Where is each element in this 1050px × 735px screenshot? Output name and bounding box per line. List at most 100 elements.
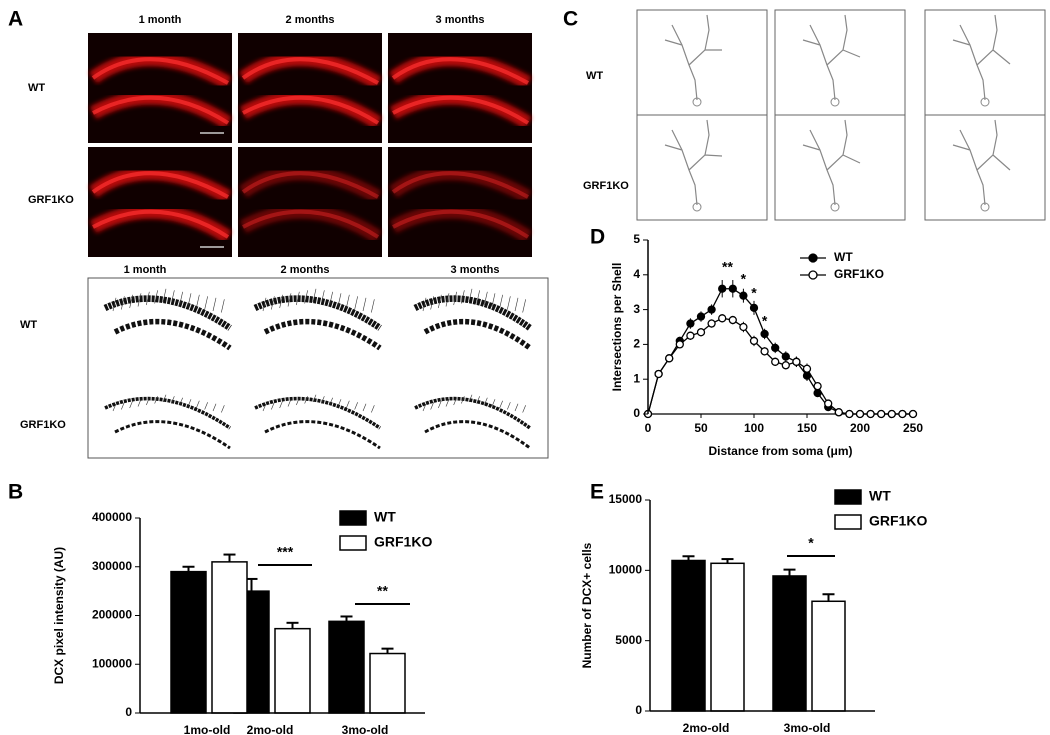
bar	[211, 561, 248, 714]
marker	[728, 284, 737, 293]
marker	[792, 357, 801, 366]
column-label: 3 months	[451, 264, 500, 276]
soma	[980, 202, 990, 212]
marker	[654, 369, 663, 379]
y-tick-label: 4	[633, 267, 640, 281]
annotation: *	[762, 312, 768, 328]
dendrite	[187, 293, 192, 307]
bar	[671, 559, 706, 712]
dendrite	[491, 399, 496, 407]
soma	[830, 202, 840, 212]
dendrite	[162, 288, 167, 303]
tracing	[952, 14, 1011, 101]
marker	[802, 364, 812, 373]
y-tick-label: 1	[633, 371, 640, 385]
marker	[760, 329, 769, 339]
dendrite	[212, 297, 217, 312]
marker	[824, 399, 833, 408]
dendrite	[262, 403, 267, 412]
dendrite	[371, 405, 375, 413]
row-label: WT	[28, 82, 45, 94]
annotation: *	[808, 535, 814, 551]
bar	[170, 570, 207, 714]
cell-layer	[391, 57, 529, 85]
cell-layer	[92, 209, 230, 239]
marker	[877, 409, 886, 419]
marker	[813, 382, 822, 391]
dendrite	[461, 396, 465, 404]
cell-layer	[242, 95, 380, 125]
series-line	[647, 288, 913, 415]
dendrite	[514, 297, 519, 312]
dendrite	[304, 290, 308, 304]
annotation: **	[377, 583, 388, 599]
annotation: *	[751, 285, 757, 301]
row-label: WT	[586, 70, 603, 82]
marker	[749, 303, 759, 313]
dendrite	[507, 296, 511, 310]
soma	[692, 97, 702, 107]
dendrite	[204, 402, 208, 410]
legend-swatch	[339, 535, 367, 551]
x-tick-label: 150	[797, 421, 817, 435]
drawing-box	[87, 277, 549, 459]
legend-label: WT	[869, 488, 891, 504]
marker	[781, 352, 790, 361]
marker	[908, 409, 918, 419]
granule-layer	[264, 420, 381, 450]
dendrite	[499, 294, 503, 309]
tracing-box	[774, 114, 906, 221]
cell-layer	[392, 95, 530, 125]
x-tick-label: 0	[645, 421, 652, 435]
y-tick-label: 0	[635, 703, 642, 717]
dendrite	[476, 290, 480, 304]
tracing	[664, 14, 722, 101]
dendrite	[522, 405, 526, 413]
dendrite	[187, 399, 192, 407]
legend-label: WT	[374, 509, 396, 525]
tracing	[802, 119, 861, 206]
marker	[887, 409, 896, 419]
y-tick-label: 5000	[615, 633, 642, 647]
marker	[834, 408, 843, 417]
dendrite	[422, 403, 427, 412]
panel-letter: E	[590, 481, 604, 504]
dendrite	[262, 297, 267, 312]
dendrite	[346, 294, 350, 309]
y-axis-label: DCX pixel intensity (AU)	[52, 547, 66, 684]
granule-layer	[113, 318, 232, 351]
bar	[369, 652, 406, 714]
dendrite	[484, 397, 488, 406]
bar	[274, 627, 311, 714]
soma	[692, 202, 702, 212]
marker	[855, 409, 865, 419]
y-tick-label: 100000	[92, 656, 132, 670]
soma	[980, 97, 990, 107]
dendrite	[121, 296, 125, 310]
dendrite	[346, 400, 350, 409]
dendrite	[453, 397, 457, 406]
legend-label: GRF1KO	[834, 267, 884, 281]
dendrite	[279, 400, 283, 409]
cell-layer	[238, 166, 382, 204]
tracing-box	[636, 9, 768, 116]
marker	[898, 409, 907, 419]
granule-layer	[103, 295, 232, 331]
y-axis-label: Number of DCX+ cells	[580, 542, 594, 668]
marker	[781, 361, 790, 370]
dendrite	[279, 294, 283, 309]
dendrite	[137, 293, 142, 307]
bar	[328, 620, 365, 714]
panel-letter: C	[563, 8, 578, 31]
y-tick-label: 400000	[92, 510, 132, 524]
dendrite	[296, 397, 300, 406]
x-tick-label: 100	[744, 421, 764, 435]
dendrite	[137, 399, 142, 407]
dendrite	[154, 290, 158, 304]
legend-swatch	[834, 489, 862, 505]
dendrite	[221, 299, 225, 313]
x-tick-label: 50	[694, 421, 708, 435]
y-tick-label: 300000	[92, 559, 132, 573]
y-tick-label: 3	[633, 302, 640, 316]
